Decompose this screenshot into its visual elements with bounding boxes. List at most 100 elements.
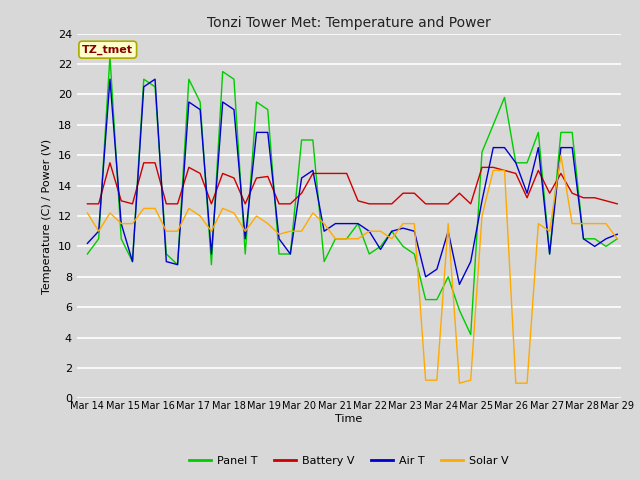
Solar V	[388, 236, 396, 241]
Solar V	[467, 377, 474, 383]
Air T	[84, 240, 92, 246]
Solar V	[524, 380, 531, 386]
Air T	[140, 84, 148, 90]
Battery V	[185, 165, 193, 170]
Air T	[298, 175, 305, 181]
Battery V	[163, 201, 170, 207]
Solar V	[557, 152, 564, 158]
Solar V	[253, 213, 260, 219]
Panel T	[241, 251, 249, 257]
Battery V	[241, 201, 249, 207]
Battery V	[151, 160, 159, 166]
Solar V	[399, 221, 407, 227]
Battery V	[568, 190, 576, 196]
Battery V	[512, 170, 520, 176]
Panel T	[524, 160, 531, 166]
Panel T	[207, 262, 215, 267]
Panel T	[196, 99, 204, 105]
Battery V	[140, 160, 148, 166]
Panel T	[343, 236, 351, 241]
Air T	[129, 259, 136, 264]
Battery V	[399, 190, 407, 196]
Panel T	[602, 243, 610, 249]
Legend: Panel T, Battery V, Air T, Solar V: Panel T, Battery V, Air T, Solar V	[185, 451, 513, 470]
X-axis label: Time: Time	[335, 414, 362, 424]
Solar V	[173, 228, 181, 234]
Panel T	[163, 251, 170, 257]
Solar V	[140, 205, 148, 211]
Air T	[557, 145, 564, 151]
Solar V	[580, 221, 588, 227]
Battery V	[422, 201, 429, 207]
Panel T	[219, 69, 227, 74]
Battery V	[117, 198, 125, 204]
Battery V	[456, 190, 463, 196]
Solar V	[84, 210, 92, 216]
Battery V	[332, 170, 339, 176]
Line: Panel T: Panel T	[88, 56, 617, 335]
Air T	[185, 99, 193, 105]
Battery V	[354, 198, 362, 204]
Panel T	[388, 228, 396, 234]
Battery V	[230, 175, 238, 181]
Air T	[422, 274, 429, 280]
Panel T	[613, 236, 621, 241]
Panel T	[332, 236, 339, 241]
Solar V	[309, 210, 317, 216]
Solar V	[287, 228, 294, 234]
Battery V	[298, 190, 305, 196]
Panel T	[467, 332, 474, 337]
Battery V	[534, 168, 542, 173]
Air T	[95, 228, 102, 234]
Panel T	[185, 76, 193, 82]
Air T	[602, 236, 610, 241]
Panel T	[399, 243, 407, 249]
Solar V	[95, 228, 102, 234]
Panel T	[568, 130, 576, 135]
Panel T	[500, 95, 508, 100]
Battery V	[478, 165, 486, 170]
Battery V	[500, 168, 508, 173]
Air T	[151, 76, 159, 82]
Panel T	[456, 307, 463, 313]
Solar V	[343, 236, 351, 241]
Battery V	[365, 201, 373, 207]
Solar V	[298, 228, 305, 234]
Panel T	[173, 262, 181, 267]
Air T	[377, 247, 385, 252]
Air T	[478, 198, 486, 204]
Air T	[117, 221, 125, 227]
Panel T	[512, 160, 520, 166]
Battery V	[275, 201, 283, 207]
Air T	[546, 251, 554, 257]
Panel T	[140, 76, 148, 82]
Panel T	[84, 251, 92, 257]
Battery V	[95, 201, 102, 207]
Air T	[568, 145, 576, 151]
Air T	[320, 228, 328, 234]
Battery V	[377, 201, 385, 207]
Panel T	[117, 236, 125, 241]
Battery V	[591, 195, 598, 201]
Battery V	[343, 170, 351, 176]
Solar V	[365, 228, 373, 234]
Panel T	[557, 130, 564, 135]
Air T	[196, 107, 204, 112]
Air T	[173, 262, 181, 267]
Battery V	[388, 201, 396, 207]
Panel T	[365, 251, 373, 257]
Line: Solar V: Solar V	[88, 155, 617, 383]
Solar V	[354, 236, 362, 241]
Solar V	[377, 228, 385, 234]
Solar V	[490, 168, 497, 173]
Panel T	[478, 149, 486, 155]
Panel T	[320, 259, 328, 264]
Solar V	[185, 205, 193, 211]
Solar V	[613, 236, 621, 241]
Battery V	[444, 201, 452, 207]
Air T	[388, 228, 396, 234]
Air T	[524, 190, 531, 196]
Battery V	[84, 201, 92, 207]
Battery V	[557, 170, 564, 176]
Air T	[309, 168, 317, 173]
